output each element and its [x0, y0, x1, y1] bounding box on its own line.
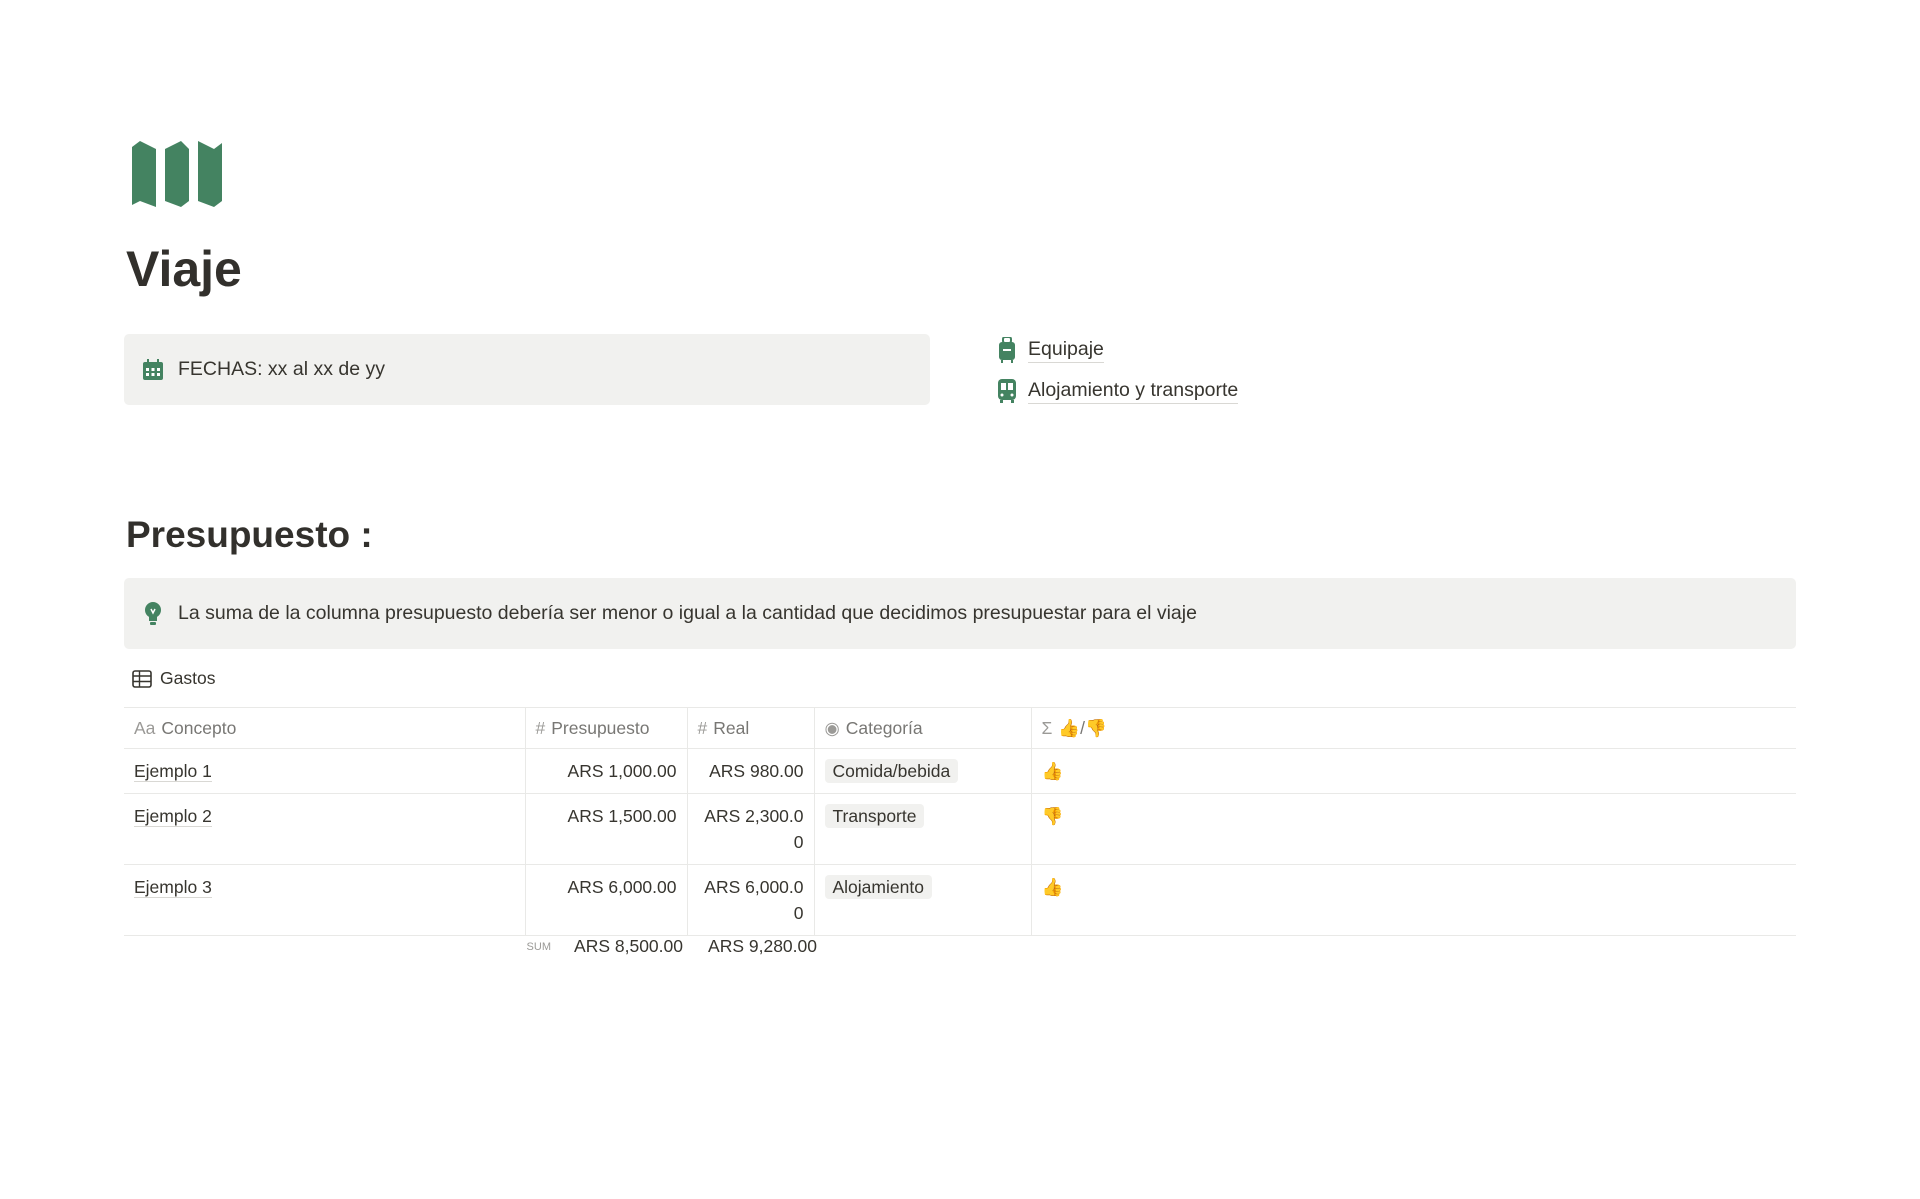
presupuesto-cell[interactable]: ARS 1,500.00 — [524, 793, 687, 865]
page-title: Viaje — [126, 241, 242, 297]
tip-callout: La suma de la columna presupuesto deberí… — [124, 578, 1796, 649]
select-icon: ◉ — [824, 718, 840, 738]
column-header-presupuesto[interactable]: # Presupuesto — [524, 707, 687, 749]
table-icon — [132, 669, 152, 688]
status-cell: 👎 — [1030, 793, 1796, 865]
link-label: Equipaje — [1028, 338, 1104, 363]
column-header-concepto[interactable]: Aa Concepto — [124, 707, 525, 749]
number-type-icon: # — [535, 718, 546, 738]
dates-callout: FECHAS: xx al xx de yy — [124, 334, 930, 405]
calculation-row: SUM ARS 8,500.00 ARS 9,280.00 — [525, 936, 817, 957]
database-title[interactable]: Gastos — [132, 668, 215, 689]
categoria-tag[interactable]: Comida/bebida — [824, 759, 959, 783]
real-cell[interactable]: ARS 980.00 — [686, 748, 814, 794]
table-row[interactable]: Ejemplo 3 ARS 6,000.00 ARS 6,000.00 Aloj… — [124, 864, 1796, 936]
sum-presupuesto[interactable]: ARS 8,500.00 — [574, 936, 683, 956]
calendar-icon — [143, 358, 163, 380]
presupuesto-cell[interactable]: ARS 1,000.00 — [524, 748, 687, 794]
status-cell: 👍 — [1030, 864, 1796, 936]
table-row[interactable]: Ejemplo 2 ARS 1,500.00 ARS 2,300.00 Tran… — [124, 793, 1796, 865]
map-icon — [132, 141, 222, 207]
real-cell[interactable]: ARS 6,000.00 — [686, 864, 814, 936]
sum-real[interactable]: ARS 9,280.00 — [708, 936, 817, 956]
link-alojamiento[interactable]: Alojamiento y transporte — [996, 378, 1239, 404]
link-label: Alojamiento y transporte — [1028, 379, 1239, 404]
categoria-tag[interactable]: Alojamiento — [824, 875, 932, 899]
gastos-table: Aa Concepto # Presupuesto # Real ◉ Categoría… — [124, 707, 1796, 936]
text-type-icon: Aa — [134, 718, 156, 738]
concepto-cell[interactable]: Ejemplo 2 — [134, 806, 212, 827]
bus-icon — [998, 379, 1016, 403]
number-type-icon: # — [697, 718, 708, 738]
table-header-row: Aa Concepto # Presupuesto # Real ◉ Categoría… — [124, 707, 1796, 749]
status-cell: 👍 — [1030, 748, 1796, 794]
formula-icon: Σ — [1041, 718, 1053, 738]
sum-label: SUM — [526, 940, 551, 953]
column-header-real[interactable]: # Real — [686, 707, 814, 749]
tip-text: La suma de la columna presupuesto deberí… — [178, 602, 1197, 624]
categoria-tag[interactable]: Transporte — [824, 804, 925, 828]
section-heading: Presupuesto : — [126, 514, 373, 555]
table-row[interactable]: Ejemplo 1 ARS 1,000.00 ARS 980.00 Comida… — [124, 748, 1796, 794]
lightbulb-icon — [145, 601, 161, 625]
link-equipaje[interactable]: Equipaje — [996, 337, 1104, 363]
dates-text: FECHAS: xx al xx de yy — [178, 358, 385, 380]
presupuesto-cell[interactable]: ARS 6,000.00 — [524, 864, 687, 936]
column-header-status[interactable]: Σ 👍/👎 — [1030, 707, 1796, 749]
concepto-cell[interactable]: Ejemplo 3 — [134, 877, 212, 898]
column-header-categoria[interactable]: ◉ Categoría — [813, 707, 1031, 749]
real-cell[interactable]: ARS 2,300.00 — [686, 793, 814, 865]
luggage-icon — [999, 337, 1015, 363]
concepto-cell[interactable]: Ejemplo 1 — [134, 761, 212, 782]
